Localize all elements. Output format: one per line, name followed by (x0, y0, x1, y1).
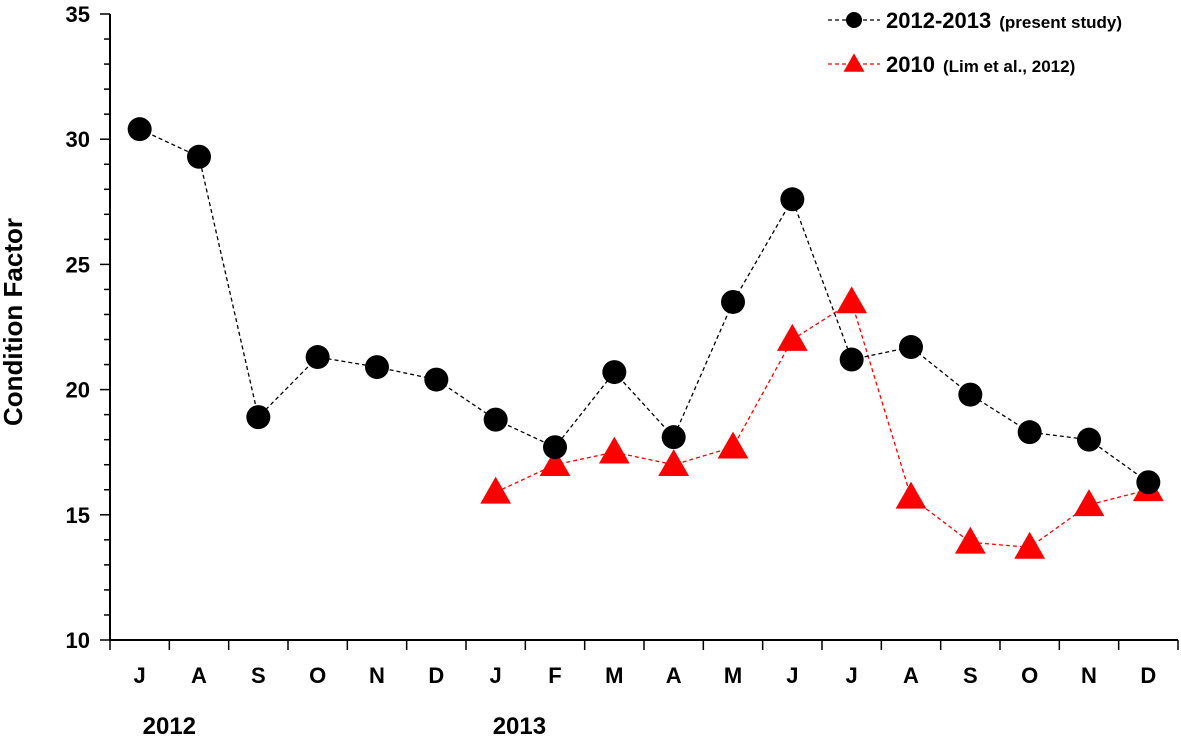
y-tick-label: 30 (66, 127, 90, 152)
data-point (895, 481, 927, 509)
x-tick-label: A (903, 663, 919, 688)
data-point (187, 144, 211, 169)
x-tick-label: O (1021, 663, 1038, 688)
x-tick-label: A (191, 663, 207, 688)
series-line (495, 300, 1149, 549)
x-tick-label: D (1140, 663, 1156, 688)
legend-entry: 2012-2013 (present study) (828, 8, 1122, 33)
data-point (127, 117, 152, 142)
data-point (839, 347, 864, 372)
data-point (424, 367, 449, 392)
x-tick-label: M (724, 663, 742, 688)
data-point (1017, 420, 1042, 445)
y-ticks: 10 15 20 25 30 35 (66, 2, 110, 653)
legend-label: 2010 (Lim et al., 2012) (886, 52, 1075, 77)
x-tick-label: S (251, 663, 266, 688)
data-point (598, 436, 630, 464)
y-tick-label: 35 (66, 2, 90, 27)
x-tick-label: J (786, 663, 798, 688)
data-point (543, 435, 567, 460)
data-point (717, 431, 749, 459)
legend-label: 2012-2013 (present study) (886, 8, 1122, 33)
data-point (246, 405, 271, 430)
series-layer (127, 117, 1164, 559)
data-point (539, 449, 571, 477)
data-point (776, 323, 808, 351)
y-tick-label: 15 (66, 503, 90, 528)
axes (109, 14, 1178, 641)
data-point (1014, 531, 1046, 559)
x-tick-label: N (369, 663, 385, 688)
legend-entry: 2010 (Lim et al., 2012) (828, 52, 1075, 77)
data-point (483, 407, 508, 432)
data-point (305, 345, 330, 370)
legend-marker (846, 12, 862, 28)
legend: 2012-2013 (present study) 2010 (Lim et al.,… (828, 8, 1122, 77)
x-tick-label: F (548, 663, 561, 688)
x-tick-label: N (1081, 663, 1097, 688)
y-tick-label: 25 (66, 252, 90, 277)
data-point (1073, 489, 1105, 517)
year-label: 2012 (143, 713, 196, 740)
x-tick-label: D (428, 663, 444, 688)
data-point (836, 286, 868, 314)
data-point (1136, 470, 1161, 495)
data-point (1077, 427, 1101, 452)
x-tick-label: J (490, 663, 502, 688)
data-point (480, 476, 512, 504)
data-point (899, 335, 923, 360)
legend-marker (843, 53, 865, 72)
x-tick-label: S (963, 663, 978, 688)
x-tick-label: M (605, 663, 623, 688)
series-2012-2013 (127, 117, 1161, 495)
data-point (721, 289, 745, 314)
y-tick-label: 20 (66, 378, 90, 403)
data-point (958, 382, 983, 407)
year-label: 2013 (493, 713, 546, 740)
data-point (602, 360, 627, 385)
series-2010 (480, 286, 1164, 559)
data-point (661, 425, 686, 450)
year-labels: 2012 2013 (143, 713, 546, 740)
data-point (954, 526, 986, 554)
data-point (365, 355, 389, 380)
x-tick-label: J (846, 663, 858, 688)
data-point (658, 449, 690, 477)
x-tick-label: J (134, 663, 146, 688)
x-tick-label: A (666, 663, 682, 688)
series-line (139, 128, 1149, 483)
y-tick-label: 10 (66, 628, 90, 653)
x-tick-label: O (309, 663, 326, 688)
data-point (780, 187, 805, 212)
y-axis-label: Condition Factor (0, 218, 28, 426)
